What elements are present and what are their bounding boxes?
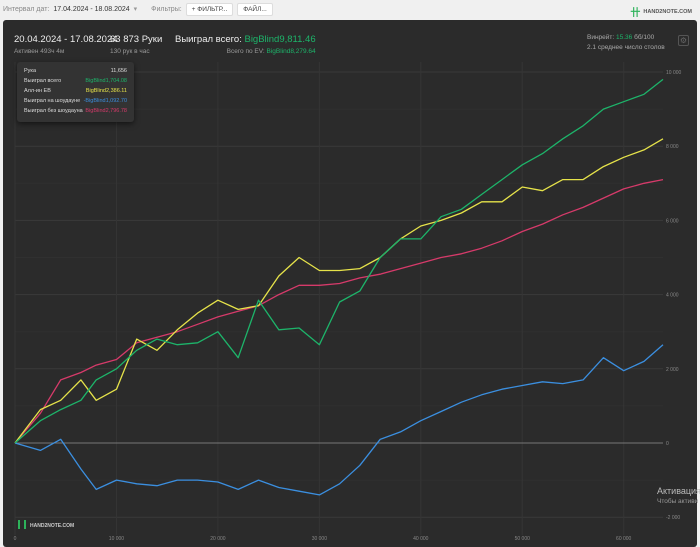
- x-tick-label: 50 000: [515, 536, 531, 542]
- winrate-unit: бб/100: [634, 34, 655, 41]
- y-tick-label: 10 000: [666, 70, 682, 76]
- y-tick-label: 0: [666, 441, 669, 447]
- x-tick-label: 0: [14, 536, 17, 542]
- tooltip-row-label: Выиграл на шоудауне: [24, 98, 81, 104]
- tooltip-row: Выиграл всего BigBlind1,704.08: [24, 76, 127, 86]
- chart-logo-icon: [24, 520, 26, 529]
- y-tick-label: 2 000: [666, 367, 679, 373]
- series-line-Выиграл-без-шоудауна: [14, 178, 664, 444]
- y-tick-label: 8 000: [666, 144, 679, 150]
- period-block: 20.04.2024 - 17.08.2024 Активен 493ч 4м: [14, 34, 118, 55]
- add-filter-button[interactable]: + ФИЛЬТР...: [185, 2, 234, 16]
- chart-tooltip: Рука 11,656 Выиграл всего BigBlind1,704.08…: [17, 62, 134, 122]
- series-line-Выиграл-на-шоудауне: [14, 344, 664, 496]
- brand-logo: 卄 HAND2NOTE.COM: [630, 4, 692, 19]
- hands-per-hour: 130 рук в час: [110, 48, 150, 55]
- x-tick-label: 30 000: [312, 536, 328, 542]
- settings-gear-icon[interactable]: ⚙: [678, 35, 689, 46]
- tooltip-row-label: Алл-ин EB: [24, 88, 51, 94]
- add-filter-label: ФИЛЬТР...: [197, 5, 228, 13]
- x-tick-label: 10 000: [109, 536, 125, 542]
- x-tick-label: 40 000: [413, 536, 429, 542]
- series-line-Алл-ин-EB: [14, 138, 664, 444]
- tooltip-hand-label: Рука: [24, 68, 37, 74]
- tooltip-row: Алл-ин EB BigBlind2,386.11: [24, 86, 127, 96]
- winrate-block: Винрейт: 15.36 бб/100 2.1 среднее число …: [587, 34, 665, 51]
- chevron-down-icon[interactable]: ▾: [133, 6, 138, 13]
- date-range-label: Интервал дат:: [3, 5, 50, 13]
- series-line-Выиграл-всего: [14, 78, 664, 444]
- period-text: 20.04.2024 - 17.08.2024: [14, 34, 118, 45]
- plus-icon: +: [191, 5, 198, 13]
- hands-block: 63 873 Руки 130 рук в час: [110, 34, 162, 55]
- filters-label: Фильтры:: [151, 5, 182, 13]
- winrate-value: 15.36: [616, 34, 633, 41]
- y-tick-label: 6 000: [666, 218, 679, 224]
- tooltip-row-value: BigBlind2,386.11: [85, 88, 127, 94]
- avg-tables: 2.1 среднее число столов: [587, 44, 665, 51]
- chart-brand-text: HAND2NOTE.COM: [30, 523, 74, 529]
- won-label: Выиграл всего:: [175, 34, 242, 45]
- windows-activation-sub: Чтобы активи: [657, 498, 699, 505]
- date-range-select[interactable]: 17.04.2024 - 18.08.2024: [53, 5, 130, 13]
- hands-count: 63 873 Руки: [110, 34, 163, 45]
- file-button[interactable]: ФАЙЛ...: [237, 2, 273, 16]
- tooltip-row: Выиграл на шоудауне -BigBlind1,092.70: [24, 96, 127, 106]
- tooltip-row-label: Выиграл всего: [24, 78, 62, 84]
- brand-text: HAND2NOTE.COM: [643, 8, 692, 15]
- tooltip-hand-value: 11,656: [110, 68, 127, 74]
- hand2note-logo-icon: 卄: [630, 8, 641, 19]
- tooltip-row-value: BigBlind2,796.78: [85, 108, 127, 114]
- y-tick-label: 4 000: [666, 293, 679, 299]
- won-block: Выиграл всего: BigBlind9,811.46 Всего по…: [175, 34, 316, 55]
- windows-activation-title: Активация: [657, 486, 700, 496]
- tooltip-row-value: -BigBlind1,092.70: [83, 98, 127, 104]
- x-tick-label: 60 000: [616, 536, 632, 542]
- active-time: Активен 493ч 4м: [14, 48, 65, 55]
- ev-label: Всего по EV:: [226, 48, 265, 55]
- tooltip-row-label: Выиграл без шоудауна: [24, 108, 83, 114]
- filter-bar: Интервал дат: 17.04.2024 - 18.08.2024 ▾ …: [0, 0, 700, 19]
- tooltip-row: Выиграл без шоудауна BigBlind2,796.78: [24, 106, 127, 116]
- winrate-label: Винрейт:: [587, 34, 615, 41]
- won-value: BigBlind9,811.46: [244, 34, 316, 45]
- chart-logo-icon: [18, 520, 20, 529]
- tooltip-row-value: BigBlind1,704.08: [85, 78, 127, 84]
- x-tick-label: 20 000: [210, 536, 226, 542]
- y-tick-label: -2 000: [666, 515, 680, 521]
- ev-value: BigBlind8,279.64: [266, 48, 316, 55]
